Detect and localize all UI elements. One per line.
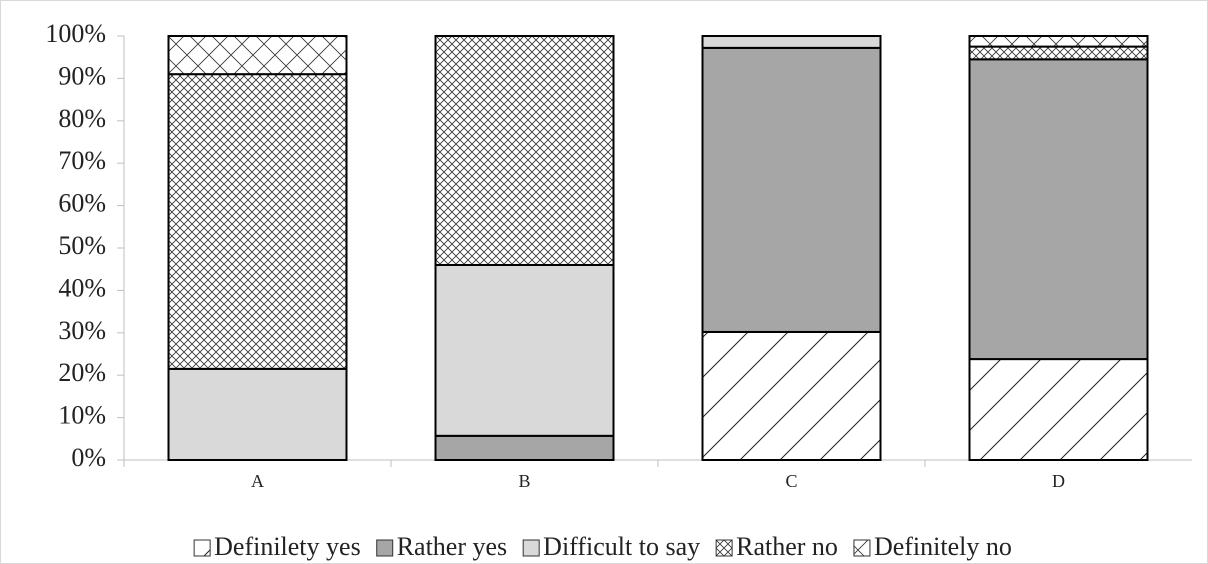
x-tick-label: B	[518, 471, 530, 491]
legend-marker	[522, 539, 540, 557]
y-tick-label: 0%	[71, 443, 106, 472]
bar-segment	[434, 263, 615, 437]
x-tick-label: A	[251, 471, 264, 491]
legend-marker	[715, 539, 733, 557]
y-tick-label: 100%	[45, 19, 106, 48]
legend-label: Rather no	[736, 532, 838, 561]
legend-marker	[193, 539, 211, 557]
bar-segment	[968, 58, 1149, 361]
bar-segment	[167, 367, 348, 461]
legend-label: Definitely no	[874, 532, 1012, 561]
y-tick-label: 20%	[58, 358, 106, 387]
y-tick-label: 70%	[58, 146, 106, 175]
bar-segment	[968, 45, 1149, 61]
x-tick-label: D	[1052, 471, 1065, 491]
bar-segment	[434, 434, 615, 461]
legend-label: Definilety yes	[214, 532, 361, 561]
x-tick-label: C	[785, 471, 797, 491]
y-tick-label: 60%	[58, 189, 106, 218]
bar-segment	[701, 35, 882, 49]
y-tick-label: 30%	[58, 316, 106, 345]
y-tick-label: 50%	[58, 231, 106, 260]
bar-segment	[167, 73, 348, 370]
bar-segment	[968, 358, 1149, 462]
bar-segment	[701, 46, 882, 333]
legend-label: Difficult to say	[543, 532, 700, 561]
y-tick-label: 40%	[58, 273, 106, 302]
bar-segment	[167, 35, 348, 76]
y-tick-label: 90%	[58, 61, 106, 90]
bar-segment	[968, 35, 1149, 48]
bar-segment	[701, 330, 882, 461]
legend-marker	[376, 539, 394, 557]
legend-label: Rather yes	[397, 532, 507, 561]
bar-segment	[434, 35, 615, 266]
legend-marker	[853, 539, 871, 557]
y-tick-label: 10%	[58, 401, 106, 430]
y-tick-label: 80%	[58, 104, 106, 133]
